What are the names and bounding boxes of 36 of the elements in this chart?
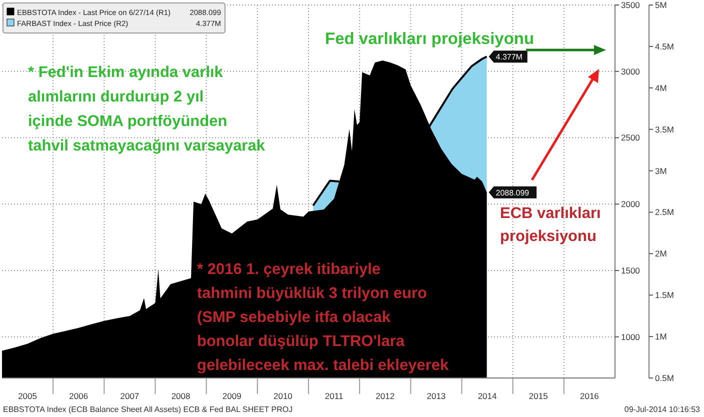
x-tick-label: 2015	[528, 391, 548, 401]
x-tick-label: 2010	[273, 391, 293, 401]
y2-tick-label: 1.5M	[655, 290, 674, 300]
y2-tick-label: 4.5M	[655, 41, 674, 52]
y2-tick-label: 2M	[655, 248, 667, 259]
x-tick-label: 2008	[171, 391, 191, 401]
x-tick-label: 2014	[478, 391, 498, 401]
x-tick-label: 2012	[376, 391, 395, 401]
data-label: 2088.099	[496, 188, 530, 198]
annotation: Fed varlıkları projeksiyonu	[325, 30, 534, 48]
y2-tick-label: 3.5M	[655, 124, 674, 134]
y-tick-label: 2000	[621, 199, 640, 210]
y-tick-label: 1000	[621, 332, 640, 342]
y-tick-label: 1500	[621, 265, 640, 276]
annotation: ECB varlıkları projeksiyonu	[500, 205, 601, 245]
y-tick-label: 2500	[621, 132, 640, 143]
x-tick-label: 2005	[18, 391, 38, 401]
text: EBBSTOTA Index (ECB Balance Sheet All Assets) ECB & Fed BAL SHEET PROJ	[3, 405, 293, 414]
x-tick-label: 2009	[222, 391, 242, 401]
y2-tick-label: 5M	[655, 0, 667, 10]
y2-tick-label: 3M	[655, 166, 667, 176]
x-tick-label: 2007	[120, 391, 140, 401]
data-label: 4.377M	[496, 52, 523, 62]
annotation: * Fed'in Ekim ayında varlık alımlarını durdurup 2 yıl içinde SOMA portföyünden tahvil satmayacağını varsayarak	[28, 64, 266, 154]
x-tick-label: 2006	[69, 391, 88, 401]
x-tick-label: 2013	[426, 391, 446, 401]
y2-tick-label: 4M	[655, 82, 667, 93]
x-tick-label: 2016	[580, 391, 600, 401]
y2-tick-label: 2.5M	[655, 207, 674, 218]
y-tick-label: 3000	[621, 66, 640, 76]
x-tick-label: 2011	[324, 391, 344, 401]
y-tick-label: 3500	[621, 0, 640, 10]
annotation: * 2016 1. çeyrek itibariyle tahmini büyüklük 3 trilyon euro (SMP sebebiyle itfa olacak bonolar düşülüp TLTRO'lara gelebileceek max. talebi ekleyerek	[197, 261, 449, 374]
text: 09-Jul-2014 10:16:53	[624, 405, 701, 414]
y2-tick-label: 1M	[655, 332, 667, 342]
y2-tick-label: 0.5M	[655, 373, 674, 383]
